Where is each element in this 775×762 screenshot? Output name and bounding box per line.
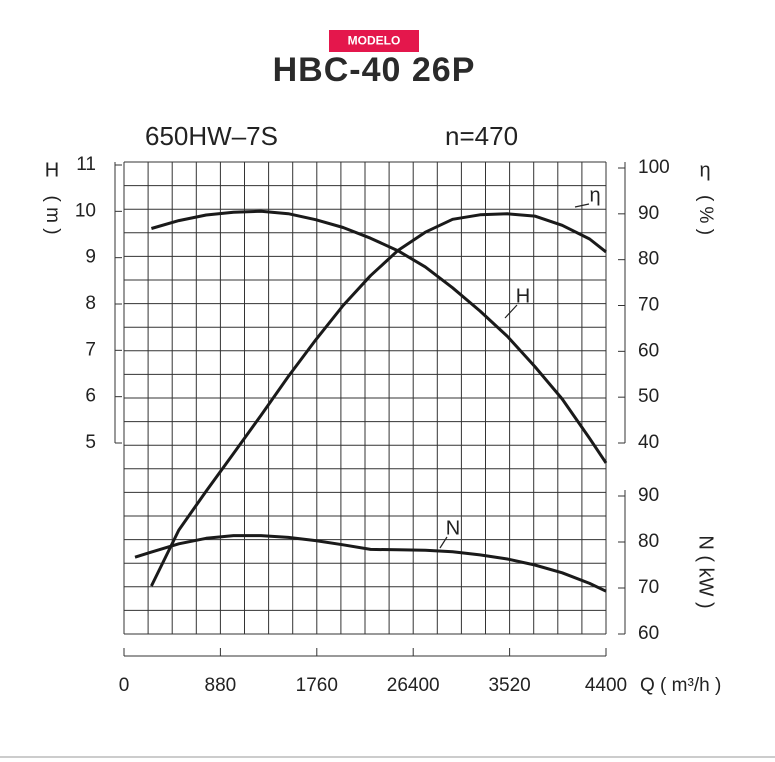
chart-subtitle: n=470 — [445, 121, 518, 151]
y3-tick-label: 70 — [638, 577, 659, 598]
y2-tick-label: 80 — [638, 249, 659, 270]
curve-label-leader — [574, 203, 590, 208]
curve-label: N — [446, 517, 460, 539]
y-axis-unit: ( m ) — [42, 195, 63, 234]
y2-tick-label: 40 — [638, 432, 659, 453]
x-tick-label: 26400 — [387, 675, 440, 696]
x-tick-label: 0 — [119, 675, 130, 696]
y2-tick-label: 70 — [638, 295, 659, 316]
y-axis-label: H — [45, 159, 59, 181]
y-tick-label: 9 — [85, 247, 96, 268]
y-tick-label: 11 — [76, 154, 96, 175]
y2-tick-label: 50 — [638, 386, 659, 407]
y2-tick-label: 90 — [638, 203, 659, 224]
x-tick-label: 880 — [205, 675, 237, 696]
x-tick-label: 1760 — [296, 675, 338, 696]
y-tick-label: 8 — [85, 293, 96, 314]
y2-tick-label: 60 — [638, 340, 659, 361]
y3-tick-label: 80 — [638, 531, 659, 552]
badge-box — [329, 30, 419, 52]
curve-label-leader — [439, 536, 448, 549]
curve-label-leader — [504, 304, 518, 319]
curve — [150, 212, 607, 587]
model-title: HBC-40 26P — [273, 51, 476, 89]
badge: MODELO — [348, 34, 401, 48]
chart-title: 650HW–7S — [145, 121, 278, 151]
x-tick-label: 4400 — [585, 675, 627, 696]
x-axis-label: Q ( m³/h ) — [640, 675, 721, 696]
y-tick-label: 10 — [75, 200, 96, 221]
y3-axis-label: N ( kW ) — [695, 535, 717, 608]
y-tick-label: 6 — [85, 386, 96, 407]
curve — [134, 534, 607, 593]
curve-label: η — [589, 184, 600, 206]
y2-axis-label: η — [699, 159, 710, 181]
curve — [150, 209, 608, 464]
y-tick-label: 7 — [85, 339, 96, 360]
y2-tick-label: 100 — [638, 157, 670, 178]
x-tick-label: 3520 — [488, 675, 530, 696]
y2-axis-unit: ( % ) — [695, 195, 716, 235]
y3-tick-label: 60 — [638, 623, 659, 644]
y3-tick-label: 90 — [638, 485, 659, 506]
y-tick-label: 5 — [85, 432, 96, 453]
curve-label: H — [516, 285, 530, 307]
